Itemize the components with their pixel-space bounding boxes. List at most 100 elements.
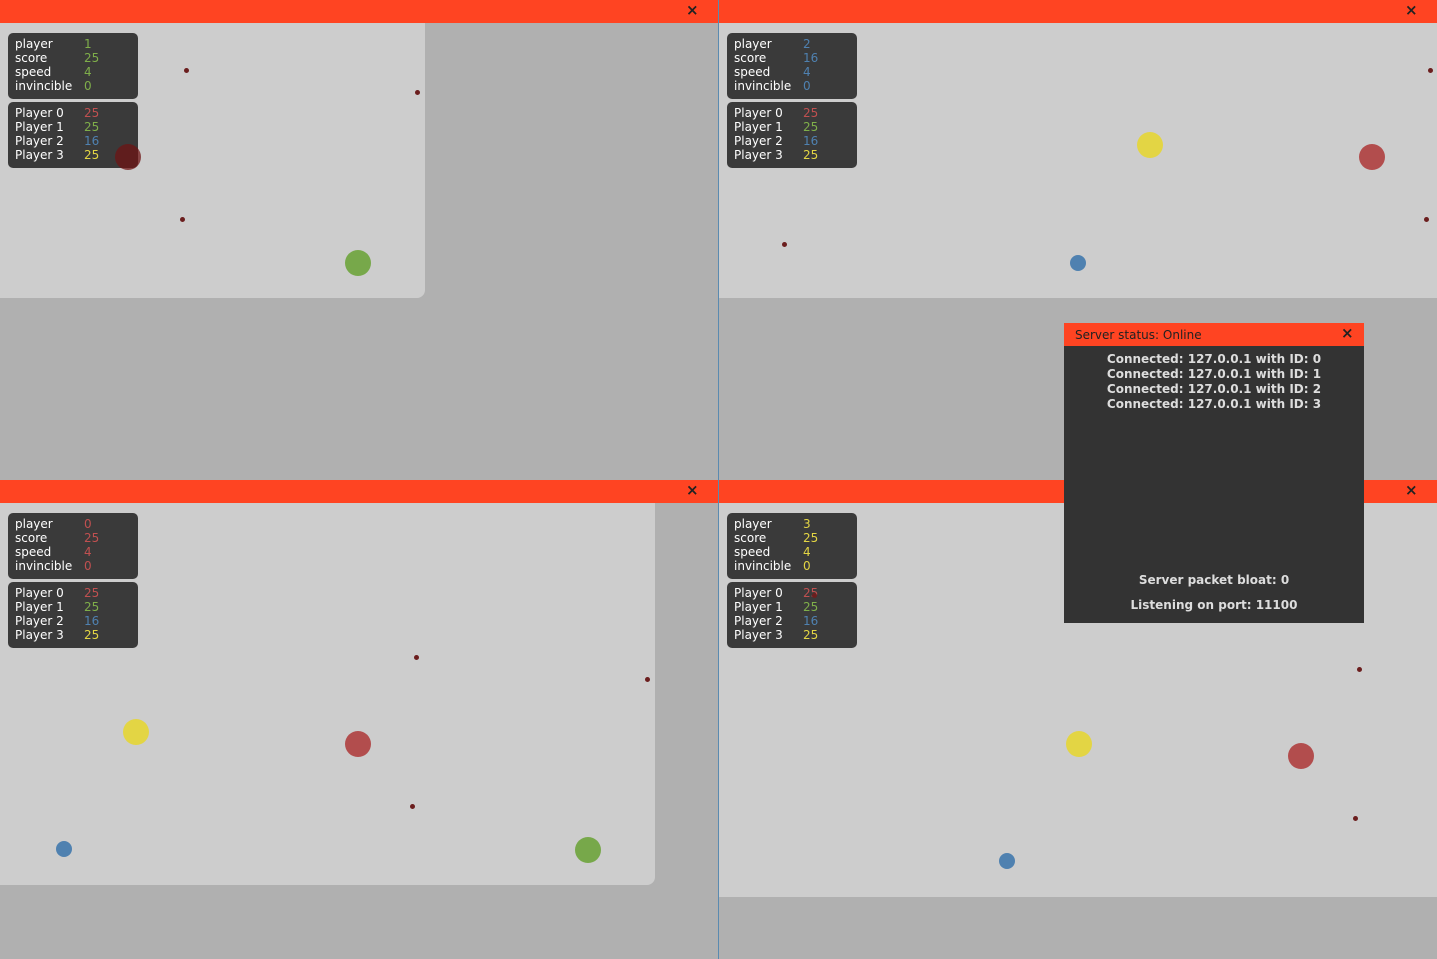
score-value: 25 <box>803 120 819 134</box>
score-label: Player 3 <box>734 148 783 162</box>
stat-label: score <box>15 531 48 545</box>
player-blob <box>123 719 149 745</box>
score-panel: Player 0 25 Player 1 25 Player 2 16 Player 3 25 <box>727 582 857 648</box>
stat-label: speed <box>734 65 771 79</box>
connection-line: Connected: 127.0.0.1 with ID: 3 <box>1106 397 1322 411</box>
score-label: Player 2 <box>734 134 783 148</box>
stat-value: 0 <box>84 559 92 573</box>
score-value: 16 <box>84 614 100 628</box>
score-panel: Player 0 25 Player 1 25 Player 2 16 Player 3 25 <box>727 102 857 168</box>
score-label: Player 2 <box>734 614 783 628</box>
score-label: Player 3 <box>734 628 783 642</box>
stats-panel: player 3 score 25 speed 4 invincible 0 <box>727 513 857 579</box>
divider <box>718 0 719 959</box>
stat-value: 1 <box>84 37 92 51</box>
food-dot <box>1356 666 1362 672</box>
food-dot <box>1427 67 1433 73</box>
stat-label: invincible <box>15 79 73 93</box>
score-value: 25 <box>84 586 100 600</box>
player-blob <box>115 144 141 170</box>
player-blob <box>1066 731 1092 757</box>
stat-value: 4 <box>84 545 92 559</box>
player-blob <box>1288 743 1314 769</box>
game-window: × player 1 score 25 speed 4 invincible 0 Player 0… <box>0 0 718 479</box>
score-label: Player 3 <box>15 148 64 162</box>
close-button[interactable]: × <box>1405 481 1418 499</box>
stat-value: 25 <box>84 51 100 65</box>
score-panel: Player 0 25 Player 1 25 Player 2 16 Player 3 25 <box>8 582 138 648</box>
player-blob <box>345 731 371 757</box>
stat-value: 25 <box>803 531 819 545</box>
score-value: 16 <box>803 134 819 148</box>
server-window: Server status: Online × Connected: 127.0.0… <box>1064 323 1364 623</box>
game-window: × player 0 score 25 speed 4 invincible 0 Player 0… <box>0 480 718 959</box>
score-label: Player 0 <box>734 586 783 600</box>
stat-label: speed <box>734 545 771 559</box>
score-value: 25 <box>803 106 819 120</box>
close-button[interactable]: × <box>686 481 699 499</box>
player-blob <box>1070 255 1086 271</box>
stat-value: 25 <box>84 531 100 545</box>
score-value: 25 <box>84 120 100 134</box>
score-panel: Player 0 25 Player 1 25 Player 2 16 Player 3 25 <box>8 102 138 168</box>
packet-bloat: Server packet bloat: 0 <box>1138 573 1290 587</box>
food-dot <box>183 67 189 73</box>
score-label: Player 1 <box>734 120 783 134</box>
stat-label: score <box>734 531 767 545</box>
food-dot <box>409 803 415 809</box>
score-value: 25 <box>803 148 819 162</box>
food-dot <box>414 89 420 95</box>
stat-label: speed <box>15 545 52 559</box>
stat-value: 0 <box>84 517 92 531</box>
connection-line: Connected: 127.0.0.1 with ID: 1 <box>1106 367 1322 381</box>
stat-value: 0 <box>84 79 92 93</box>
food-dot <box>644 676 650 682</box>
stat-label: score <box>734 51 767 65</box>
stat-value: 3 <box>803 517 811 531</box>
title-bar <box>0 480 718 503</box>
title-bar <box>719 0 1437 23</box>
player-blob <box>999 853 1015 869</box>
player-blob <box>56 841 72 857</box>
score-value: 25 <box>84 628 100 642</box>
close-button[interactable]: × <box>686 1 699 19</box>
connection-line: Connected: 127.0.0.1 with ID: 0 <box>1106 352 1322 366</box>
score-value: 25 <box>803 628 819 642</box>
title-bar <box>0 0 718 23</box>
stats-panel: player 2 score 16 speed 4 invincible 0 <box>727 33 857 99</box>
score-value: 25 <box>84 600 100 614</box>
score-label: Player 1 <box>734 600 783 614</box>
stats-panel: player 1 score 25 speed 4 invincible 0 <box>8 33 138 99</box>
close-button[interactable]: × <box>1405 1 1418 19</box>
server-title-bar <box>1064 323 1364 346</box>
score-label: Player 0 <box>734 106 783 120</box>
food-dot <box>811 592 817 598</box>
player-blob <box>1137 132 1163 158</box>
stat-value: 0 <box>803 559 811 573</box>
stat-value: 4 <box>84 65 92 79</box>
stat-value: 4 <box>803 65 811 79</box>
stat-label: player <box>15 517 53 531</box>
connection-line: Connected: 127.0.0.1 with ID: 2 <box>1106 382 1322 396</box>
stat-value: 2 <box>803 37 811 51</box>
score-label: Player 1 <box>15 600 64 614</box>
stat-label: player <box>734 37 772 51</box>
player-blob <box>1359 144 1385 170</box>
stat-label: score <box>15 51 48 65</box>
score-value: 16 <box>803 614 819 628</box>
score-label: Player 1 <box>15 120 64 134</box>
server-close-button[interactable]: × <box>1341 324 1354 342</box>
score-value: 25 <box>84 148 100 162</box>
player-blob <box>575 837 601 863</box>
stat-value: 16 <box>803 51 819 65</box>
listening-port: Listening on port: 11100 <box>1130 598 1298 612</box>
food-dot <box>179 216 185 222</box>
player-blob <box>345 250 371 276</box>
score-label: Player 0 <box>15 586 64 600</box>
stat-value: 4 <box>803 545 811 559</box>
stat-value: 0 <box>803 79 811 93</box>
food-dot <box>413 654 419 660</box>
score-value: 25 <box>803 600 819 614</box>
stat-label: invincible <box>734 559 792 573</box>
